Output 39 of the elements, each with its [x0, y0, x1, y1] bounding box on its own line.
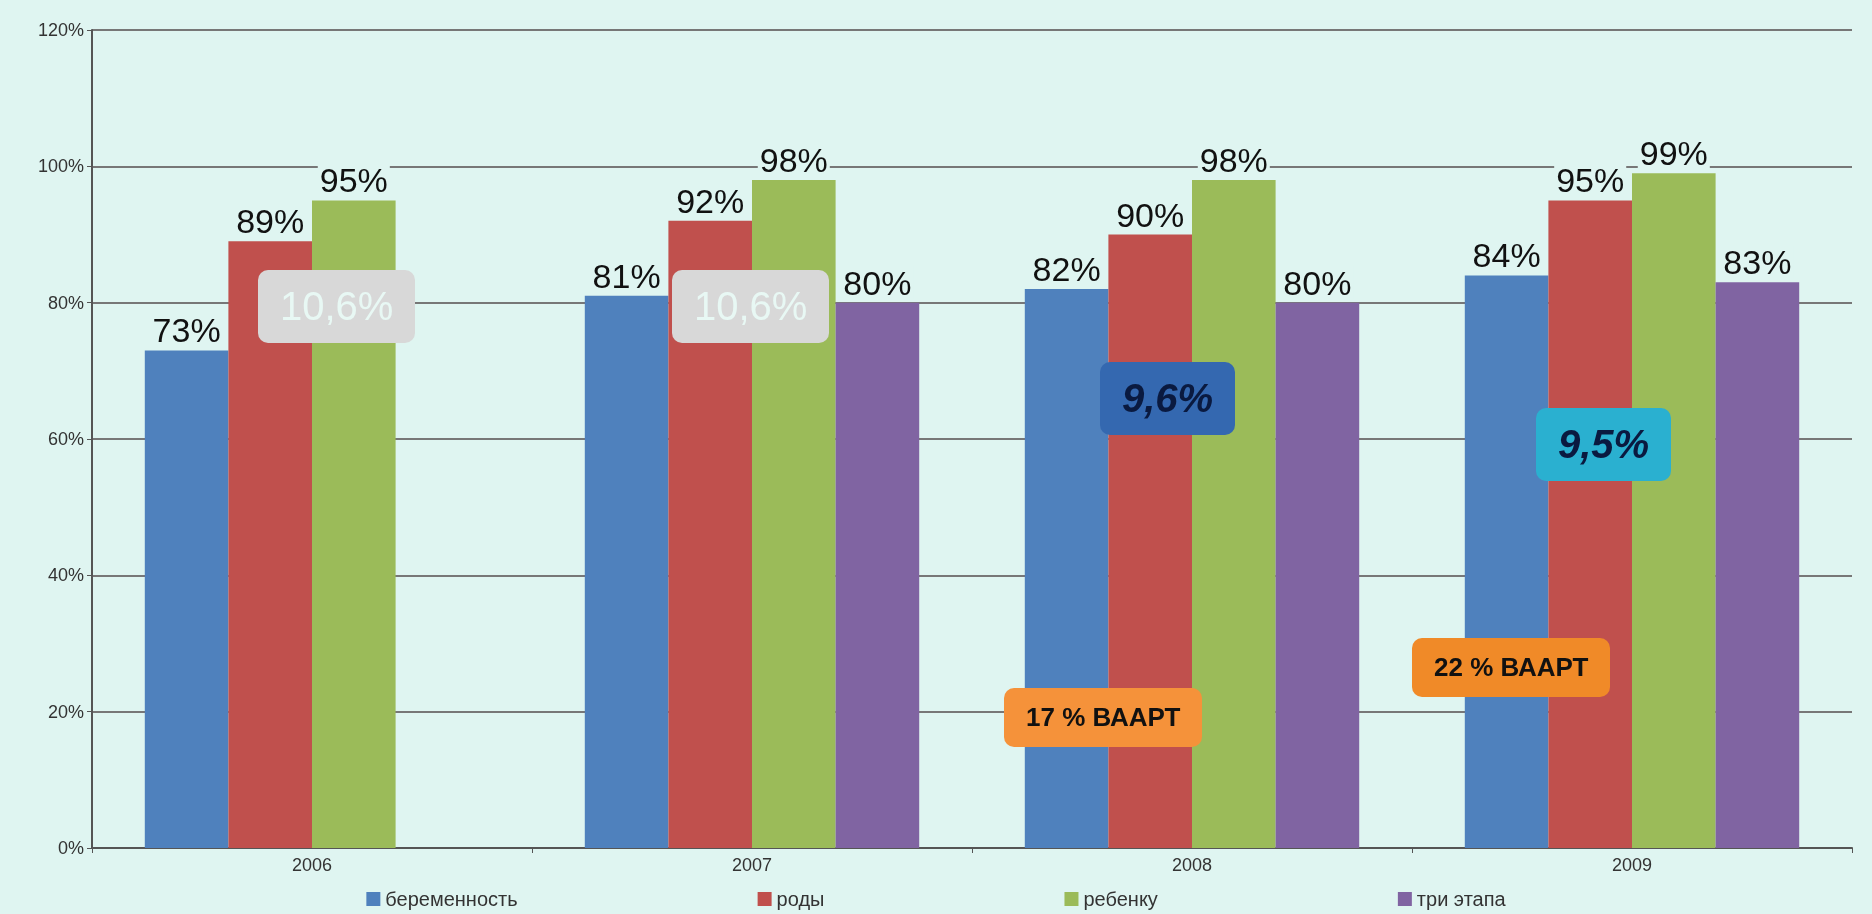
- data-label: 99%: [1639, 134, 1708, 173]
- data-label: 98%: [759, 140, 828, 179]
- annotation: 22 % ВААРТ: [1412, 638, 1611, 697]
- data-label: 82%: [1032, 250, 1101, 289]
- data-label: 98%: [1199, 140, 1268, 179]
- x-tick-label: 2008: [1171, 855, 1213, 875]
- y-tick-label: 60%: [47, 429, 84, 449]
- bar: [1275, 302, 1360, 848]
- y-tick-label: 20%: [47, 701, 84, 722]
- data-label: 73%: [152, 311, 221, 350]
- data-label: 83%: [1723, 243, 1792, 282]
- annotation: 9,5%: [1536, 408, 1672, 481]
- y-tick-label: 0%: [57, 838, 84, 858]
- x-tick-label: 2006: [291, 855, 333, 875]
- data-label: 95%: [319, 161, 388, 200]
- annotation: 9,6%: [1100, 362, 1236, 435]
- data-label: 92%: [676, 181, 745, 220]
- legend-label: роды: [776, 888, 825, 910]
- data-label: 84%: [1472, 236, 1541, 275]
- data-label: 81%: [592, 256, 661, 295]
- annotation: 17 % ВААРТ: [1004, 688, 1203, 747]
- data-label: 80%: [1283, 263, 1352, 302]
- legend-label: три этапа: [1416, 888, 1507, 910]
- y-tick-label: 80%: [47, 292, 84, 313]
- x-tick-label: 2009: [1611, 855, 1653, 875]
- bar: [835, 302, 920, 848]
- x-tick-label: 2007: [731, 855, 773, 875]
- legend-label: ребенку: [1083, 888, 1158, 910]
- data-label: 95%: [1556, 161, 1625, 200]
- data-label: 90%: [1116, 195, 1185, 234]
- bar: [584, 295, 669, 848]
- y-tick-label: 120%: [37, 20, 84, 40]
- bar: [1715, 282, 1800, 848]
- y-tick-label: 40%: [47, 565, 84, 586]
- data-label: 89%: [236, 202, 305, 241]
- y-tick-label: 100%: [37, 156, 84, 177]
- legend-label: беременность: [385, 888, 518, 910]
- data-label: 80%: [843, 263, 912, 302]
- bar: [144, 350, 229, 848]
